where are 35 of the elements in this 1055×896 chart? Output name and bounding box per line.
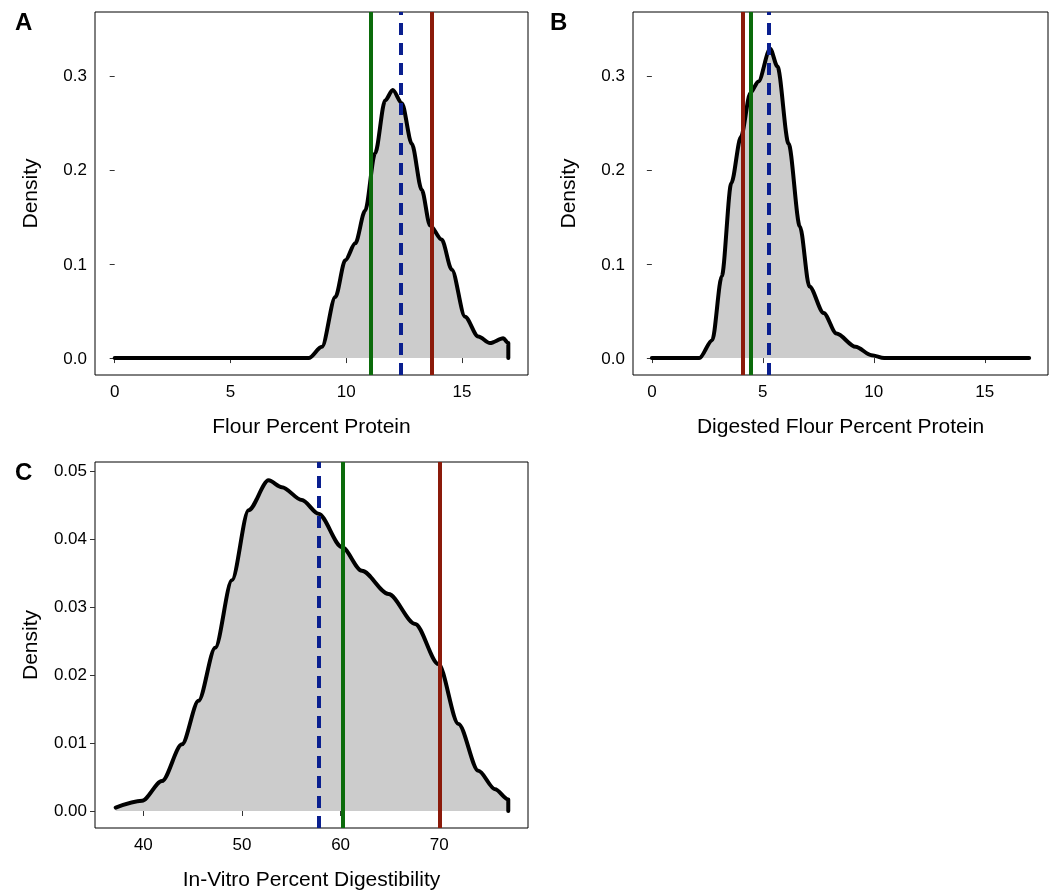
y-tick-label: 0.05 <box>53 461 87 481</box>
y-tick-label: 0.1 <box>601 254 625 274</box>
chart-title: B <box>550 7 568 35</box>
x-tick-label: 10 <box>336 382 356 401</box>
y-tick-label: 0.00 <box>53 801 87 821</box>
y-tick-label: 0.04 <box>53 529 87 549</box>
x-tick-label: 0 <box>647 382 657 401</box>
x-tick-label: 10 <box>864 382 884 401</box>
x-tick-label: 0 <box>109 382 120 401</box>
x-tick-label: 5 <box>225 382 236 401</box>
y-tick-label: 0.02 <box>53 665 87 685</box>
y-tick-label: 0.3 <box>601 66 625 86</box>
x-axis-title: Flour Percent Protein <box>212 414 411 437</box>
x-axis-title: Digested Flour Percent Protein <box>696 414 985 437</box>
chart-title: C <box>15 457 33 485</box>
y-tick-label: 0.2 <box>63 160 87 180</box>
y-axis-title: Density <box>18 609 41 681</box>
y-tick-label: 0.3 <box>63 66 87 86</box>
y-tick-label: 0.1 <box>63 254 87 274</box>
chart-title: A <box>15 7 33 35</box>
y-tick-label: 0.01 <box>53 733 87 753</box>
y-axis-title: Density <box>556 157 579 229</box>
x-tick-label: 15 <box>452 382 472 401</box>
y-tick-label: 0.0 <box>63 348 87 368</box>
y-tick-label: 0.03 <box>53 597 87 617</box>
x-tick-label: 60 <box>331 835 351 854</box>
x-axis-title: In-Vitro Percent Digestibility <box>182 867 441 890</box>
y-axis-title: Density <box>18 157 41 229</box>
x-tick-label: 5 <box>758 382 768 401</box>
x-tick-label: 70 <box>429 835 449 854</box>
y-tick-label: 0.0 <box>601 348 625 368</box>
x-tick-label: 15 <box>975 382 995 401</box>
y-tick-label: 0.2 <box>601 160 625 180</box>
x-tick-label: 40 <box>133 835 153 854</box>
x-tick-label: 50 <box>232 835 252 854</box>
